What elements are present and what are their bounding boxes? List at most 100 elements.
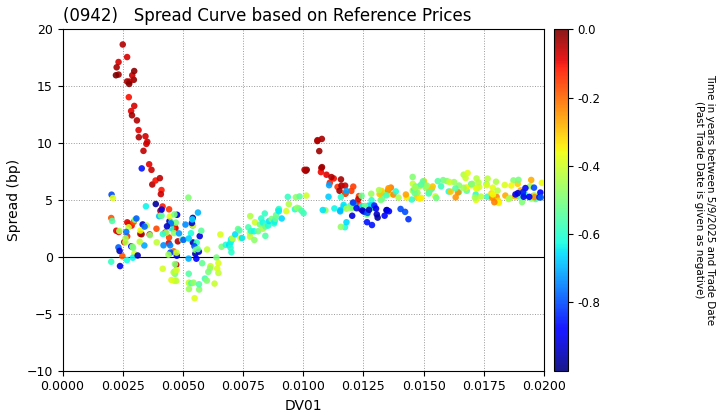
Point [528, 184, 540, 191]
Point [233, 226, 244, 232]
Point [270, 212, 282, 218]
Point [157, 203, 168, 210]
Point [169, 224, 181, 231]
Point [113, 71, 125, 78]
Point [292, 205, 303, 211]
Point [517, 190, 528, 197]
Point [452, 189, 464, 196]
Point [123, 224, 135, 231]
Point [215, 231, 226, 238]
Point [443, 188, 454, 195]
Point [420, 183, 431, 189]
Point [431, 194, 442, 201]
Point [123, 81, 135, 87]
Point [374, 191, 385, 197]
Point [328, 175, 340, 182]
Point [168, 278, 180, 284]
Point [171, 249, 182, 256]
Point [339, 224, 351, 231]
Point [193, 281, 204, 288]
Point [183, 270, 194, 277]
Point [227, 235, 238, 242]
Point [382, 187, 394, 194]
Point [161, 223, 173, 230]
Point [482, 193, 493, 200]
Point [273, 206, 284, 213]
Point [372, 214, 384, 221]
Point [512, 190, 523, 197]
Point [423, 188, 435, 194]
Point [379, 190, 390, 197]
Point [328, 205, 340, 212]
Point [482, 175, 493, 182]
Point [257, 219, 269, 226]
Point [209, 280, 220, 287]
Point [187, 222, 199, 229]
Point [166, 225, 177, 231]
Point [400, 191, 412, 198]
Point [516, 199, 528, 205]
Point [134, 238, 145, 245]
Point [164, 242, 176, 249]
Point [168, 248, 179, 255]
Point [353, 196, 364, 202]
Point [400, 208, 411, 215]
Point [370, 205, 382, 212]
Point [395, 206, 406, 213]
Point [358, 208, 369, 215]
Point [188, 279, 199, 286]
Point [341, 205, 352, 212]
Point [335, 207, 346, 213]
Point [414, 195, 426, 202]
Point [225, 239, 236, 246]
Point [180, 221, 192, 228]
Point [474, 184, 485, 190]
Point [123, 94, 135, 100]
Point [393, 194, 405, 201]
Point [168, 211, 180, 218]
Point [356, 192, 367, 199]
Point [460, 175, 472, 181]
Point [470, 185, 482, 192]
Point [169, 270, 181, 277]
Point [235, 235, 246, 242]
Point [407, 181, 418, 187]
Point [155, 212, 166, 219]
Point [390, 188, 402, 195]
Point [174, 230, 185, 237]
Point [470, 197, 482, 203]
Point [158, 242, 169, 249]
Point [487, 184, 498, 191]
Point [487, 191, 499, 198]
Point [163, 240, 174, 247]
Point [347, 204, 359, 211]
Point [492, 187, 503, 194]
Point [320, 171, 332, 178]
Point [282, 194, 294, 200]
Point [236, 235, 248, 242]
Point [336, 182, 347, 189]
Point [150, 177, 161, 184]
Point [126, 112, 138, 119]
Point [156, 187, 167, 194]
Point [204, 265, 216, 272]
Point [316, 136, 328, 142]
Point [135, 227, 146, 234]
Point [273, 208, 284, 215]
Point [518, 193, 529, 200]
Point [139, 242, 150, 249]
Point [364, 207, 375, 213]
Point [369, 205, 380, 211]
Point [332, 184, 343, 190]
Point [289, 206, 301, 213]
Point [420, 184, 431, 191]
Point [423, 189, 435, 196]
Point [335, 194, 346, 200]
Y-axis label: Spread (bp): Spread (bp) [7, 159, 21, 241]
Point [252, 228, 264, 235]
Point [170, 219, 181, 226]
Point [351, 205, 362, 212]
Point [127, 243, 138, 250]
Point [491, 194, 503, 200]
Point [269, 218, 280, 225]
